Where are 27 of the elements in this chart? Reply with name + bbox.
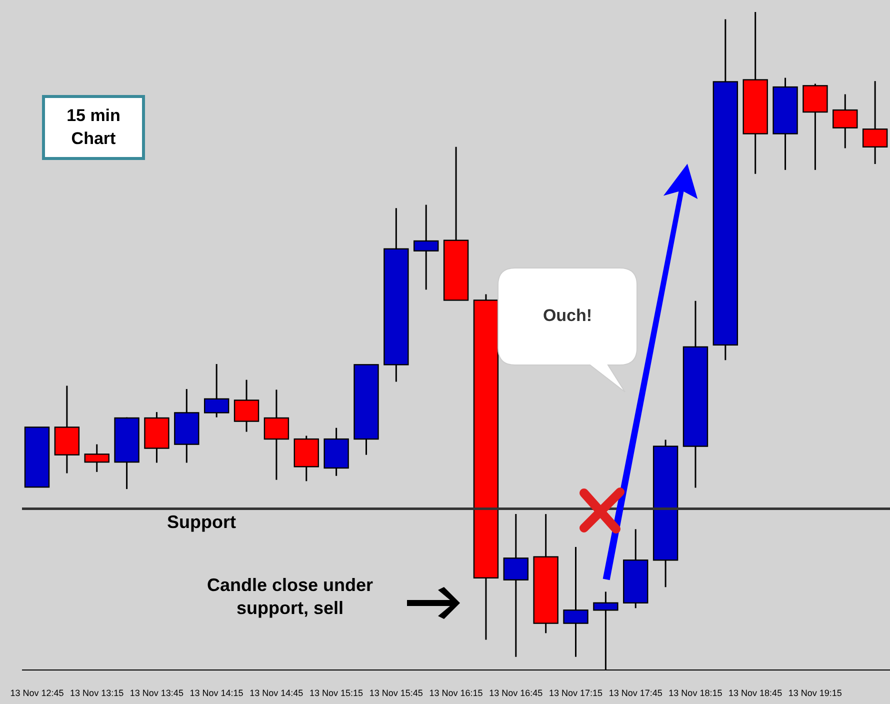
x-tick-label: 13 Nov 15:15 [310,688,364,698]
candlestick [503,513,528,658]
candlestick [234,379,260,433]
x-tick-label: 13 Nov 15:45 [369,688,423,698]
candlestick [204,363,230,418]
x-tick-label: 13 Nov 18:45 [728,688,782,698]
x-tick-label: 13 Nov 14:15 [190,688,244,698]
candlestick [84,444,110,473]
x-tick-label: 13 Nov 19:15 [788,688,842,698]
x-tick-label: 13 Nov 13:15 [70,688,124,698]
x-tick-label: 13 Nov 16:45 [489,688,543,698]
candlestick [563,546,588,658]
candlestick [862,80,888,165]
candlestick [264,388,290,481]
x-tick-label: 13 Nov 17:15 [548,688,602,698]
ref-line-label: Support [167,512,236,532]
annotation: 15 min Chart [66,105,122,150]
x-tick-label: 13 Nov 14:45 [250,688,304,698]
x-tick-label: 13 Nov 12:45 [10,688,64,698]
annotation: Ouch! [542,305,592,328]
x-tick-label: 13 Nov 13:45 [130,688,184,698]
annotation: Candle close under support, sell [206,574,374,620]
x-tick-label: 13 Nov 16:15 [429,688,483,698]
x-tick-label: 13 Nov 17:45 [608,688,662,698]
x-tick-label: 13 Nov 18:15 [668,688,722,698]
candlestick [832,94,858,149]
candlestick [414,204,439,290]
